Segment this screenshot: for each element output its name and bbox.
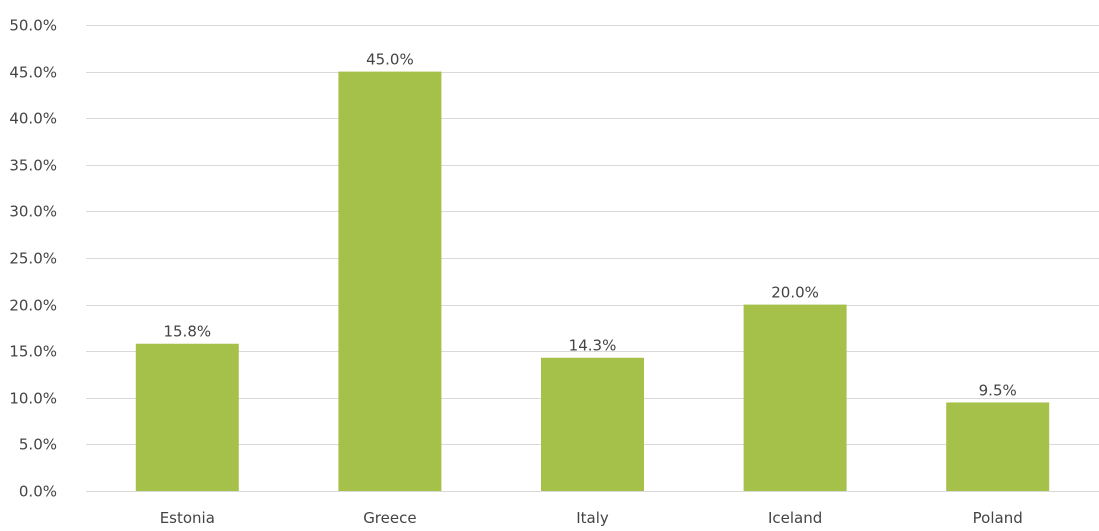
- data-label: 15.8%: [163, 323, 211, 341]
- y-tick-label: 45.0%: [9, 64, 57, 82]
- gridlines: [86, 25, 1099, 492]
- data-label: 9.5%: [979, 381, 1017, 399]
- y-axis-tick-labels: 0.0% 5.0% 10.0% 15.0% 20.0% 25.0% 30.0% 35.0% 40…: [9, 17, 57, 501]
- x-axis-category-labels: Estonia Greece Italy Iceland Poland: [160, 509, 1023, 527]
- bar-estonia: [135, 343, 239, 491]
- y-tick-label: 25.0%: [9, 250, 57, 268]
- x-category-label: Italy: [576, 509, 609, 527]
- bar-greece: [338, 71, 442, 491]
- bars: [135, 71, 1050, 491]
- y-tick-label: 5.0%: [19, 436, 57, 454]
- bar-iceland: [743, 304, 847, 491]
- data-label: 20.0%: [771, 284, 819, 302]
- y-tick-label: 40.0%: [9, 110, 57, 128]
- x-category-label: Greece: [363, 509, 416, 527]
- data-label: 45.0%: [366, 51, 414, 69]
- y-tick-label: 20.0%: [9, 297, 57, 315]
- x-category-label: Poland: [973, 509, 1023, 527]
- x-category-label: Iceland: [768, 509, 822, 527]
- bar-italy: [541, 357, 644, 491]
- y-tick-label: 35.0%: [9, 157, 57, 175]
- bar-poland: [946, 402, 1050, 491]
- data-label: 14.3%: [569, 337, 617, 355]
- y-tick-label: 15.0%: [9, 343, 57, 361]
- data-labels: 15.8% 45.0% 14.3% 20.0% 9.5%: [163, 51, 1016, 400]
- x-category-label: Estonia: [160, 509, 215, 527]
- y-tick-label: 30.0%: [9, 203, 57, 221]
- y-tick-label: 0.0%: [19, 483, 57, 501]
- y-tick-label: 50.0%: [9, 17, 57, 35]
- y-tick-label: 10.0%: [9, 390, 57, 408]
